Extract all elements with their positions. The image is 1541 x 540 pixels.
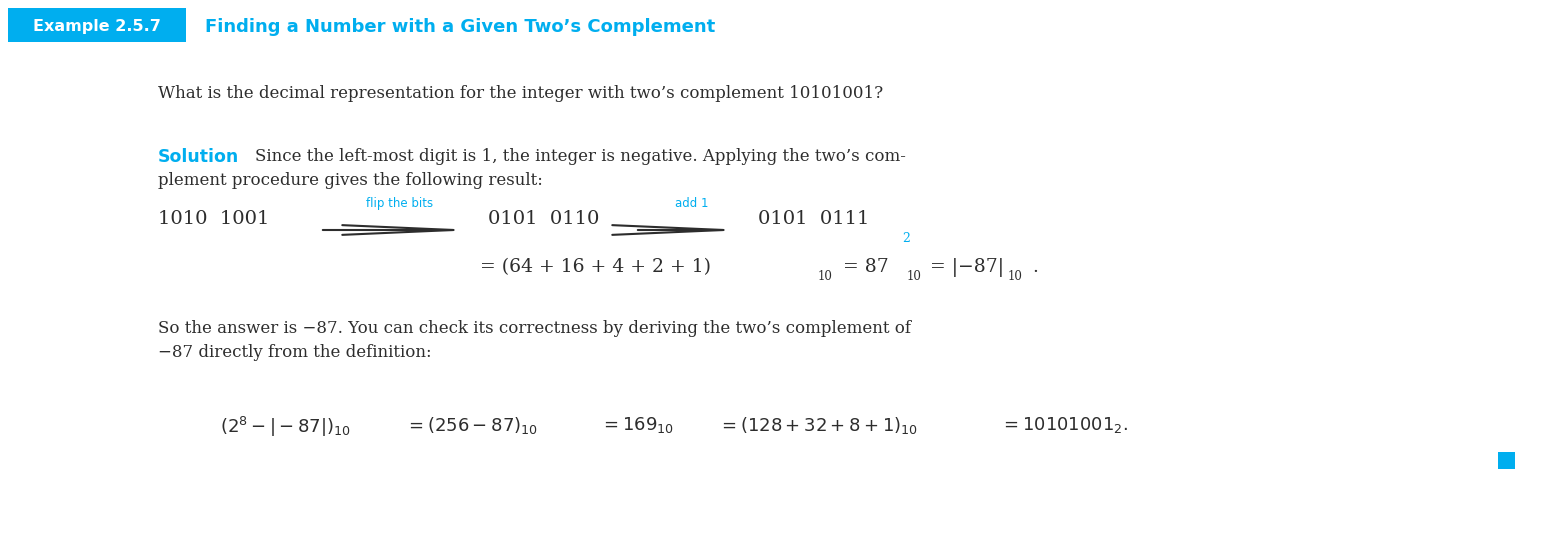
Text: 1010 1001: 1010 1001 [159, 210, 270, 228]
Text: flip the bits: flip the bits [367, 197, 433, 210]
Text: add 1: add 1 [675, 197, 709, 210]
Text: $= 169_{10}$: $= 169_{10}$ [599, 415, 673, 435]
Text: $(2^8 - |-87|)_{10}$: $(2^8 - |-87|)_{10}$ [220, 415, 351, 439]
Text: Finding a Number with a Given Two’s Complement: Finding a Number with a Given Two’s Comp… [205, 18, 715, 36]
Text: plement procedure gives the following result:: plement procedure gives the following re… [159, 172, 542, 189]
Text: 10: 10 [908, 270, 922, 283]
Text: Since the left-most digit is 1, the integer is negative. Applying the two’s com-: Since the left-most digit is 1, the inte… [254, 148, 906, 165]
Text: So the answer is −87. You can check its correctness by deriving the two’s comple: So the answer is −87. You can check its … [159, 320, 911, 337]
Text: −87 directly from the definition:: −87 directly from the definition: [159, 344, 431, 361]
Text: .: . [1032, 258, 1039, 276]
Text: = (64 + 16 + 4 + 2 + 1): = (64 + 16 + 4 + 2 + 1) [479, 258, 710, 276]
Bar [8, 8, 186, 42]
Text: 10: 10 [1008, 270, 1023, 283]
Text: $= (256 - 87)_{10}$: $= (256 - 87)_{10}$ [405, 415, 538, 436]
Text: 10: 10 [818, 270, 832, 283]
Text: = |−87|: = |−87| [931, 258, 1005, 277]
Text: What is the decimal representation for the integer with two’s complement 1010100: What is the decimal representation for t… [159, 85, 883, 102]
Text: 0101 0111: 0101 0111 [758, 210, 869, 228]
Text: 2: 2 [901, 232, 909, 245]
Bar [1498, 452, 1515, 469]
Text: $= (128 + 32 + 8 + 1)_{10}$: $= (128 + 32 + 8 + 1)_{10}$ [718, 415, 918, 436]
Text: 0101 0110: 0101 0110 [488, 210, 599, 228]
Text: = 87: = 87 [843, 258, 889, 276]
Text: Solution: Solution [159, 148, 239, 166]
Text: Example 2.5.7: Example 2.5.7 [32, 18, 160, 33]
Text: $= 10101001_2.$: $= 10101001_2.$ [1000, 415, 1128, 435]
